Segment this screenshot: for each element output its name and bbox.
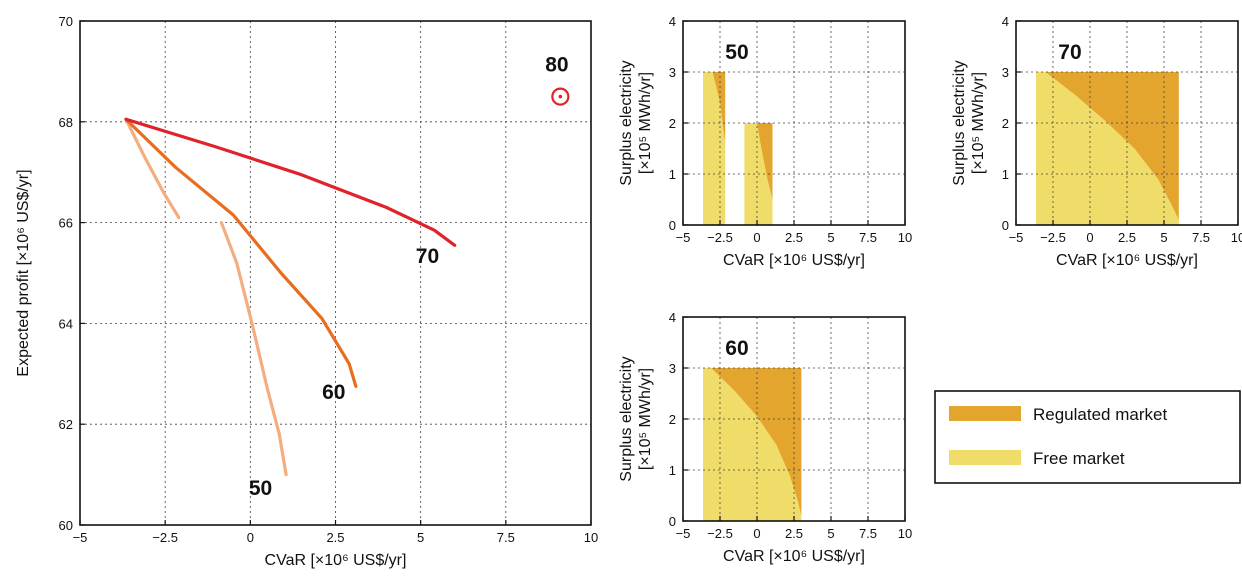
x-tick-label: 2.5: [1118, 230, 1136, 245]
panel-label: 70: [1058, 41, 1081, 64]
y-axis-label: Surplus electricity: [618, 60, 635, 185]
x-tick-label: 7.5: [1192, 230, 1210, 245]
y-tick-label: 4: [669, 14, 676, 29]
x-tick-label: −5: [73, 530, 88, 545]
x-tick-label: 2.5: [326, 530, 344, 545]
regulated-market-region: [1045, 72, 1179, 220]
x-axis-label: CVaR [×10⁶ US$/yr]: [723, 548, 865, 565]
annotation-label: 80: [545, 53, 568, 76]
x-tick-label: 10: [1231, 230, 1242, 245]
y-axis-label: [×10⁵ MWh/yr]: [637, 368, 654, 470]
y-tick-label: 62: [59, 417, 73, 432]
y-tick-label: 68: [59, 115, 73, 130]
regulated-market-region: [712, 72, 726, 144]
legend: Regulated market Free market: [934, 390, 1241, 484]
y-tick-label: 60: [59, 518, 73, 533]
y-tick-label: 64: [59, 316, 73, 331]
series-line: [124, 117, 181, 220]
x-tick-label: −5: [676, 526, 691, 541]
y-axis-label: [×10⁵ MWh/yr]: [637, 72, 654, 174]
y-tick-label: 1: [669, 167, 676, 182]
x-tick-label: 5: [417, 530, 424, 545]
series-line: [124, 117, 457, 247]
free-market-region: [1036, 72, 1179, 225]
x-tick-label: 2.5: [785, 526, 803, 541]
series-line: [124, 117, 358, 388]
main-line-chart: −5 −2.5 0 2.5 5 7.5 10 60 62 64 66 68 70 CVaR [×10⁶ U…: [15, 14, 598, 569]
x-tick-label: 0: [753, 230, 760, 245]
point-marker-center: [558, 94, 563, 99]
x-axis-label: CVaR [×10⁶ US$/yr]: [1056, 252, 1198, 269]
y-tick-label: 3: [669, 65, 676, 80]
surplus-chart-70: −5 −2.5 0 2.5 5 7.5 10 0 1 2 3 4 CVaR [×10⁶ US$/yr] S…: [951, 14, 1242, 269]
y-tick-label: 0: [669, 218, 676, 233]
y-tick-label: 3: [669, 361, 676, 376]
y-axis-label: Expected profit [×10⁶ US$/yr]: [15, 169, 32, 376]
free-market-region: [703, 368, 802, 521]
legend-swatch: [949, 450, 1021, 465]
y-tick-label: 70: [59, 14, 73, 29]
x-tick-label: −5: [676, 230, 691, 245]
x-tick-label: 0: [753, 526, 760, 541]
x-tick-label: 5: [827, 526, 834, 541]
x-tick-label: 0: [247, 530, 254, 545]
x-tick-label: −5: [1009, 230, 1024, 245]
regulated-market-region: [757, 123, 773, 200]
y-tick-label: 4: [1002, 14, 1009, 29]
x-tick-label: 10: [898, 526, 912, 541]
x-tick-label: 0: [1086, 230, 1093, 245]
point-marker: [551, 87, 570, 106]
annotation-label: 70: [416, 245, 439, 268]
y-axis-label: Surplus electricity: [951, 60, 968, 185]
x-axis-label: CVaR [×10⁶ US$/yr]: [723, 252, 865, 269]
x-tick-label: 7.5: [497, 530, 515, 545]
x-axis-label: CVaR [×10⁶ US$/yr]: [265, 552, 407, 569]
surplus-chart-50: −5 −2.5 0 2.5 5 7.5 10 0 1 2 3 4 CVaR [×10⁶ US$/yr] S…: [618, 14, 912, 269]
x-tick-label: 7.5: [859, 230, 877, 245]
y-tick-label: 1: [669, 463, 676, 478]
x-tick-label: 10: [584, 530, 598, 545]
y-tick-label: 2: [669, 412, 676, 427]
y-tick-label: 1: [1002, 167, 1009, 182]
annotation-label: 50: [249, 477, 272, 500]
annotation-label: 60: [322, 381, 345, 404]
y-tick-label: 2: [669, 116, 676, 131]
x-tick-label: 10: [898, 230, 912, 245]
legend-label: Free market: [1033, 449, 1125, 468]
y-axis-label: [×10⁵ MWh/yr]: [970, 72, 987, 174]
x-tick-label: 5: [827, 230, 834, 245]
regulated-market-region: [711, 368, 802, 516]
panel-label: 60: [725, 337, 748, 360]
y-tick-label: 3: [1002, 65, 1009, 80]
x-tick-label: −2.5: [707, 230, 733, 245]
y-tick-label: 2: [1002, 116, 1009, 131]
y-tick-label: 0: [669, 514, 676, 529]
surplus-chart-60: −5 −2.5 0 2.5 5 7.5 10 0 1 2 3 4 CVaR [×10⁶ US$/yr] S…: [618, 310, 912, 565]
x-tick-label: −2.5: [1040, 230, 1066, 245]
legend-swatch: [949, 406, 1021, 421]
y-tick-label: 4: [669, 310, 676, 325]
x-tick-label: −2.5: [707, 526, 733, 541]
x-tick-label: 2.5: [785, 230, 803, 245]
x-tick-label: −2.5: [152, 530, 178, 545]
series-line: [219, 221, 288, 477]
x-tick-label: 7.5: [859, 526, 877, 541]
panel-label: 50: [725, 41, 748, 64]
y-tick-label: 0: [1002, 218, 1009, 233]
y-tick-label: 66: [59, 216, 73, 231]
y-axis-label: Surplus electricity: [618, 356, 635, 481]
legend-label: Regulated market: [1033, 405, 1167, 424]
x-tick-label: 5: [1160, 230, 1167, 245]
